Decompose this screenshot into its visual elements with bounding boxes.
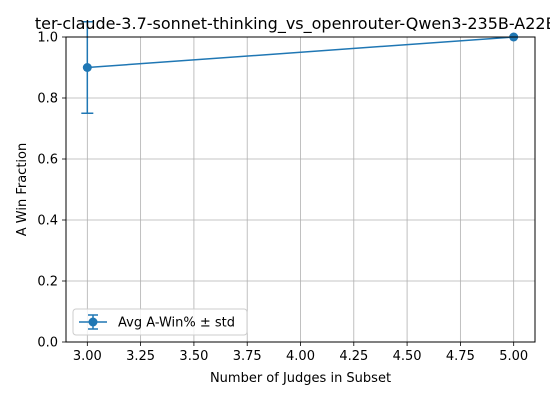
y-tick-label: 0.6 <box>37 153 58 168</box>
x-tick-label: 4.75 <box>446 349 475 364</box>
x-tick-label: 4.00 <box>286 349 315 364</box>
x-tick-label: 3.00 <box>73 349 102 364</box>
y-tick-label: 0.2 <box>37 275 58 290</box>
y-axis-title: A Win Fraction <box>15 143 30 236</box>
x-axis-title: Number of Judges in Subset <box>210 371 391 386</box>
y-tick-label: 0.0 <box>37 336 58 351</box>
y-tick-label: 0.4 <box>37 214 58 229</box>
x-tick-label: 3.25 <box>126 349 155 364</box>
x-tick-label: 3.50 <box>179 349 208 364</box>
legend-marker-sample <box>89 318 98 327</box>
data-point <box>83 63 92 72</box>
legend-label: Avg A-Win% ± std <box>118 316 235 331</box>
x-tick-label: 3.75 <box>233 349 262 364</box>
legend: Avg A-Win% ± std <box>73 309 247 335</box>
x-tick-label: 5.00 <box>499 349 528 364</box>
x-tick-label: 4.50 <box>393 349 422 364</box>
chart-title: ter-claude-3.7-sonnet-thinking_vs_openro… <box>35 14 550 34</box>
x-tick-label: 4.25 <box>339 349 368 364</box>
y-tick-label: 0.8 <box>37 92 58 107</box>
